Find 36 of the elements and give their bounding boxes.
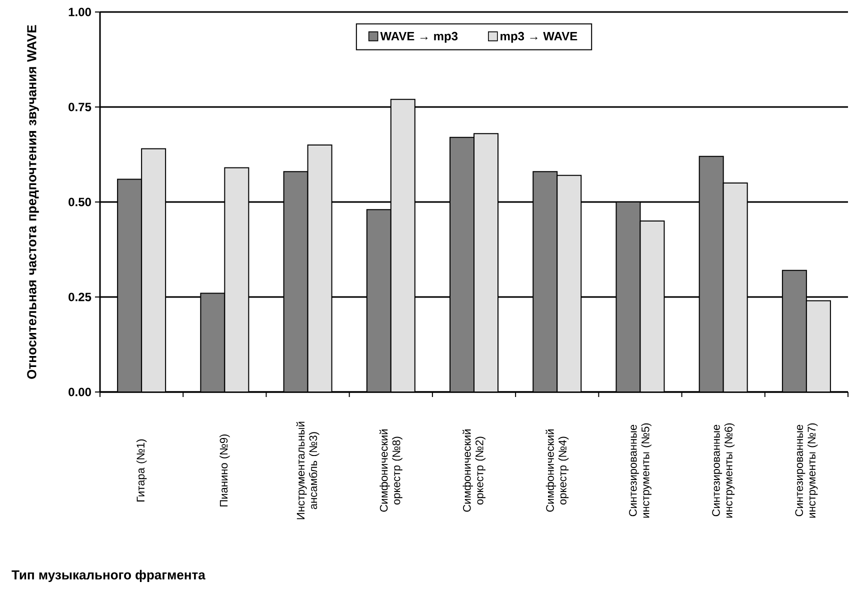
bar — [366, 209, 392, 392]
bar — [806, 300, 831, 392]
x-tick-label: Симфонический оркестр (№4) — [546, 430, 569, 512]
bar — [722, 182, 748, 392]
y-axis-title: Относительная частота предпочтения звучания WAVE — [27, 25, 39, 379]
x-tick-label: Гитара (№1) — [136, 439, 147, 502]
bar — [450, 136, 475, 392]
bar — [283, 171, 308, 392]
bar — [141, 148, 166, 392]
x-tick-label: Синтезированные инструменты (№6) — [712, 423, 735, 518]
x-tick-label: Синтезированные инструменты (№5) — [629, 423, 652, 518]
y-tick-label: 0.00 — [68, 388, 91, 396]
y-tick-label: 1.00 — [68, 8, 91, 16]
bar — [117, 178, 142, 392]
bar — [532, 171, 558, 392]
bar — [307, 144, 332, 392]
x-tick-label: Пианино (№9) — [220, 434, 230, 506]
bar — [782, 270, 807, 392]
x-tick-label: Симфонический оркестр (№8) — [379, 430, 402, 512]
bar — [390, 98, 416, 392]
bar — [200, 292, 226, 392]
y-tick-label: 0.75 — [68, 102, 92, 112]
y-tick-label: 0.50 — [68, 198, 91, 206]
x-axis-title: Тип музыкального фрагмента — [12, 570, 206, 582]
bar — [474, 133, 499, 392]
x-tick-label: Синтезированные инструменты (№7) — [795, 423, 818, 518]
bar — [640, 220, 665, 392]
bar — [616, 201, 641, 392]
x-tick-label: Инструментальный ансамбль (№3) — [296, 422, 320, 520]
bar — [556, 174, 582, 392]
x-tick-label: Симфонический оркестр (№2) — [462, 430, 486, 512]
y-tick-label: 0.25 — [68, 292, 92, 302]
bar — [224, 167, 250, 392]
legend-label: WAVE → mp3 — [380, 32, 458, 43]
bar — [698, 156, 724, 392]
legend-label: mp3 → WAVE — [500, 32, 578, 43]
